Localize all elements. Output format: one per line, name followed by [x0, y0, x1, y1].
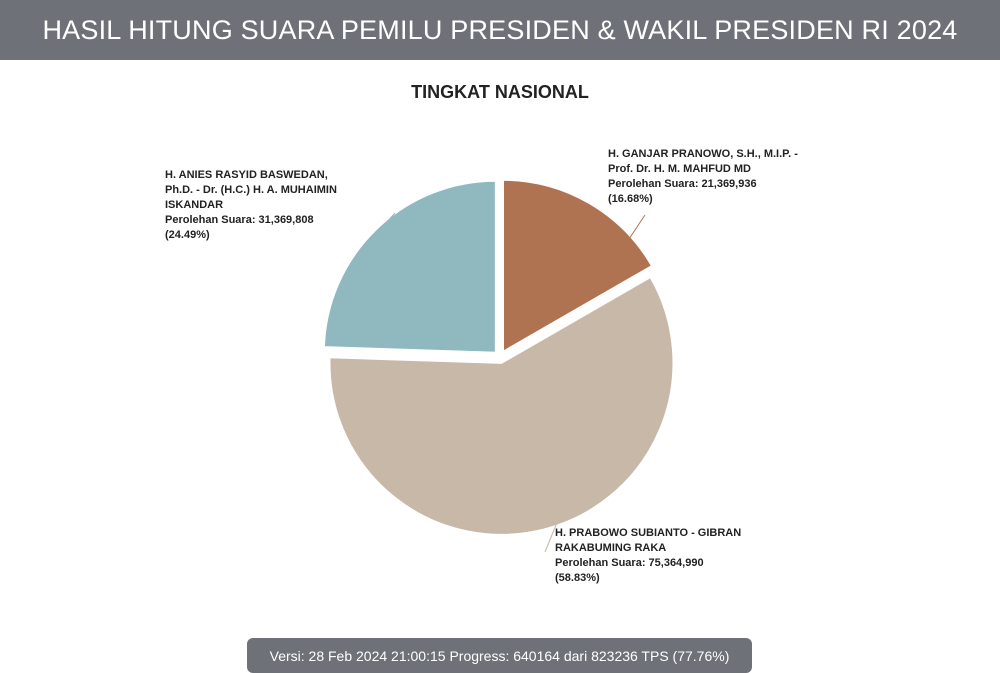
chart-title: TINGKAT NASIONAL [411, 82, 589, 102]
leader-line-2 [377, 212, 396, 233]
pie-slice-1 [328, 275, 675, 536]
leader-line-0 [624, 214, 646, 246]
page-title: HASIL HITUNG SUARA PEMILU PRESIDEN & WAK… [42, 14, 958, 45]
slice-label-name-line: H. ANIES RASYID BASWEDAN, [165, 169, 328, 181]
page-header: HASIL HITUNG SUARA PEMILU PRESIDEN & WAK… [0, 0, 1000, 60]
slice-label-prabowo: H. PRABOWO SUBIANTO - GIBRAN RAKABUMING … [555, 526, 741, 586]
slice-label-name-line: H. PRABOWO SUBIANTO - GIBRAN [555, 527, 742, 539]
slice-label-name-line: RAKABUMING RAKA [555, 542, 667, 554]
slice-label-name-line: Prof. Dr. H. M. MAHFUD MD [608, 163, 751, 175]
version-progress-bar: Versi: 28 Feb 2024 21:00:15 Progress: 64… [247, 638, 752, 673]
version-progress-text: Versi: 28 Feb 2024 21:00:15 Progress: 64… [269, 647, 730, 664]
slice-label-votes: Perolehan Suara: 31,369,808 [165, 214, 314, 226]
slice-label-votes: Perolehan Suara: 75,364,990 [555, 557, 704, 569]
slice-label-name-line: H. GANJAR PRANOWO, S.H., M.I.P. - [608, 148, 798, 160]
slice-label-percent: (16.68%) [608, 193, 653, 205]
slice-label-percent: (24.49%) [165, 229, 210, 241]
pie-slice-2 [322, 179, 497, 354]
slice-label-name-line: ISKANDAR [165, 199, 224, 211]
leader-line-1 [544, 519, 559, 553]
slice-label-votes: Perolehan Suara: 21,369,936 [608, 178, 757, 190]
slice-label-percent: (58.83%) [555, 572, 600, 584]
slice-label-anies: H. ANIES RASYID BASWEDAN, Ph.D. - Dr. (H… [165, 168, 337, 243]
pie-slice-0 [502, 178, 654, 354]
slice-label-ganjar: H. GANJAR PRANOWO, S.H., M.I.P. - Prof. … [608, 147, 798, 207]
slice-label-name-line: Ph.D. - Dr. (H.C.) H. A. MUHAIMIN [165, 184, 337, 196]
